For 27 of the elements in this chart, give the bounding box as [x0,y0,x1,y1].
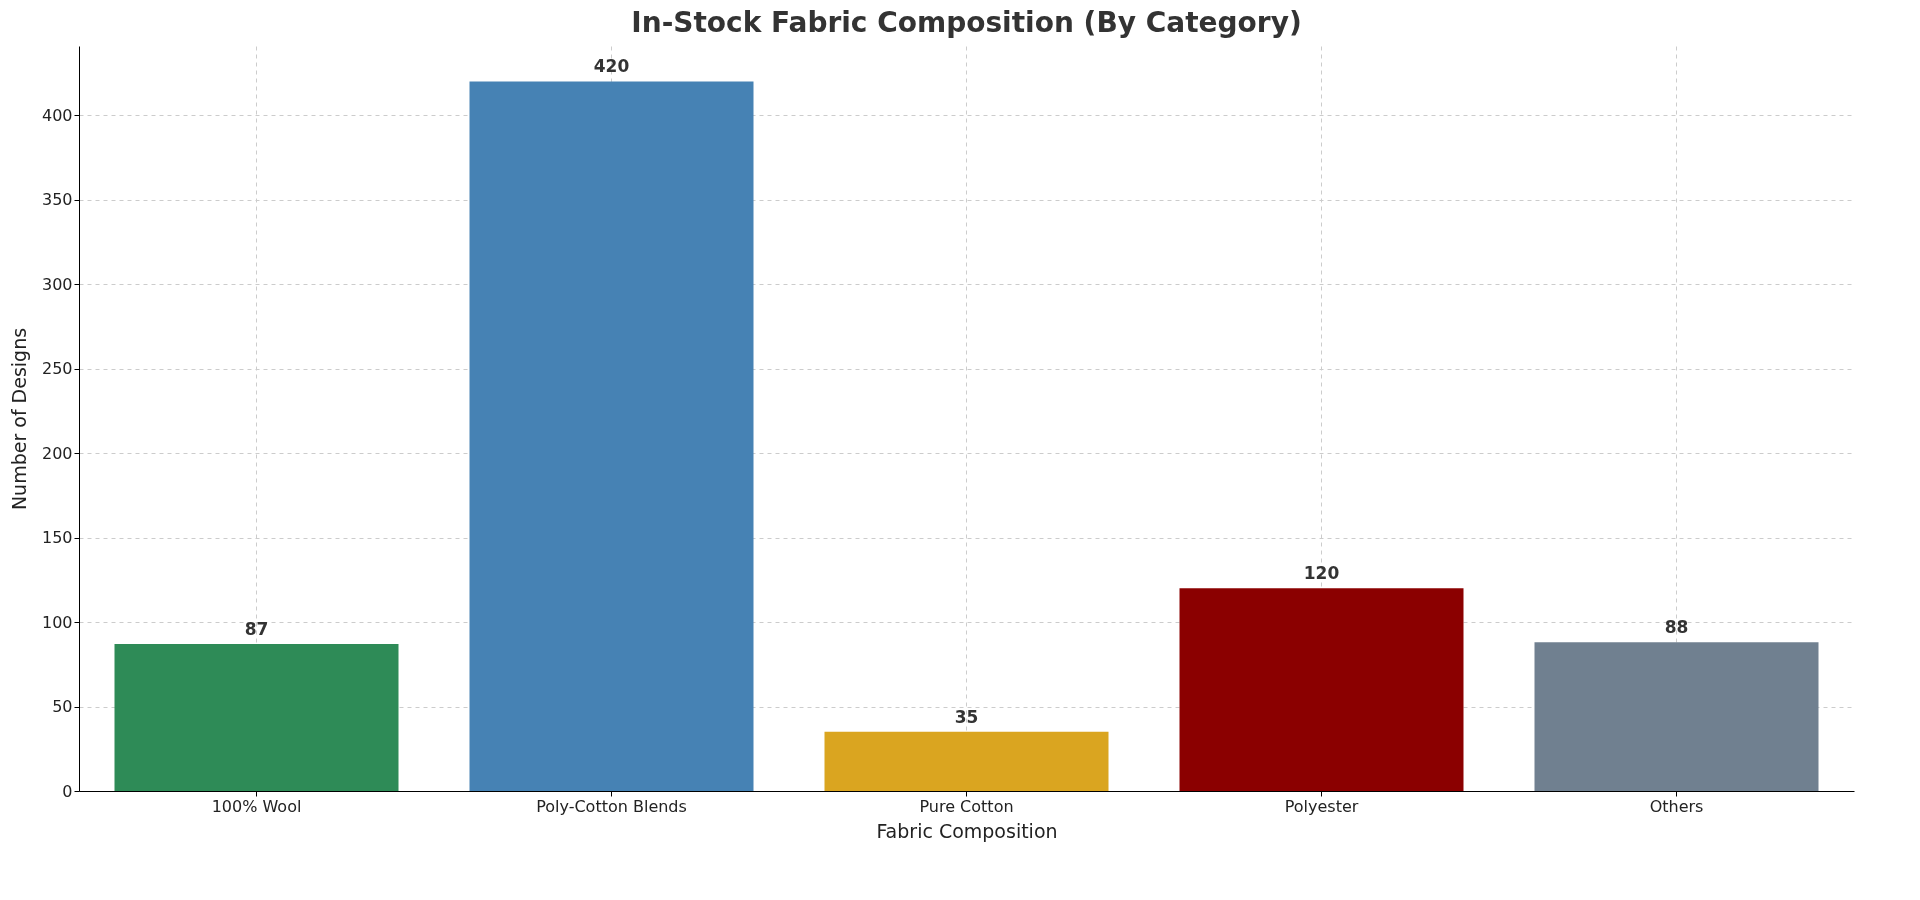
x-tick-label: Polyester [1284,796,1359,816]
x-tick-label: Poly-Cotton Blends [536,796,687,816]
bar [1534,642,1819,791]
data-label: 87 [244,619,269,640]
y-tick-label: 300 [41,274,73,294]
y-tick-label: 150 [41,528,73,548]
y-tick-label: 350 [41,190,73,210]
x-tick-label: Pure Cotton [919,796,1014,816]
bar [824,731,1109,791]
bar [469,81,754,791]
x-tick-label: 100% Wool [211,796,302,816]
data-label: 120 [1303,563,1340,584]
x-axis-title: Fabric Composition [876,819,1058,842]
bar [114,644,399,791]
data-label: 88 [1664,617,1689,638]
y-tick-label: 50 [52,697,73,717]
y-tick-label: 250 [41,359,73,379]
data-label: 35 [954,706,979,727]
y-axis-title: Number of Designs [7,327,30,511]
data-label: 420 [593,56,630,77]
y-tick-label: 0 [62,781,73,801]
bar [1179,588,1464,791]
x-tick-label: Others [1649,796,1704,816]
chart-title: In-Stock Fabric Composition (By Category) [631,6,1302,39]
y-tick-label: 400 [41,105,73,125]
y-tick-label: 200 [41,443,73,463]
y-tick-label: 100 [41,612,73,632]
